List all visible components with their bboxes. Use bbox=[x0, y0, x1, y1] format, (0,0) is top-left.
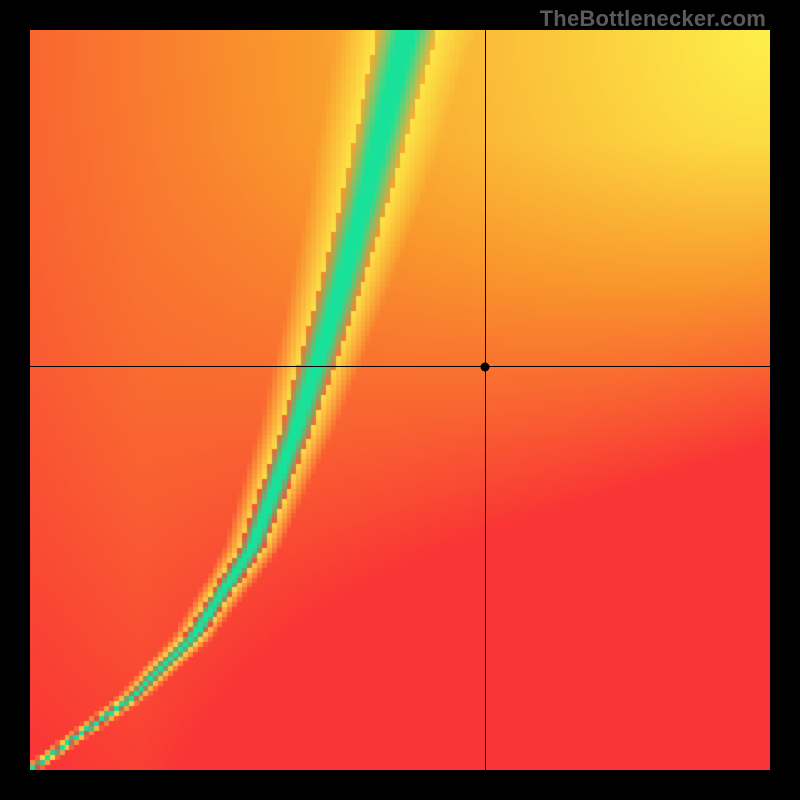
bottleneck-heatmap bbox=[30, 30, 770, 770]
crosshair-horizontal bbox=[30, 366, 770, 367]
watermark-text: TheBottlenecker.com bbox=[540, 6, 766, 32]
crosshair-marker bbox=[481, 362, 490, 371]
heatmap-canvas bbox=[30, 30, 770, 770]
crosshair-vertical bbox=[485, 30, 486, 770]
